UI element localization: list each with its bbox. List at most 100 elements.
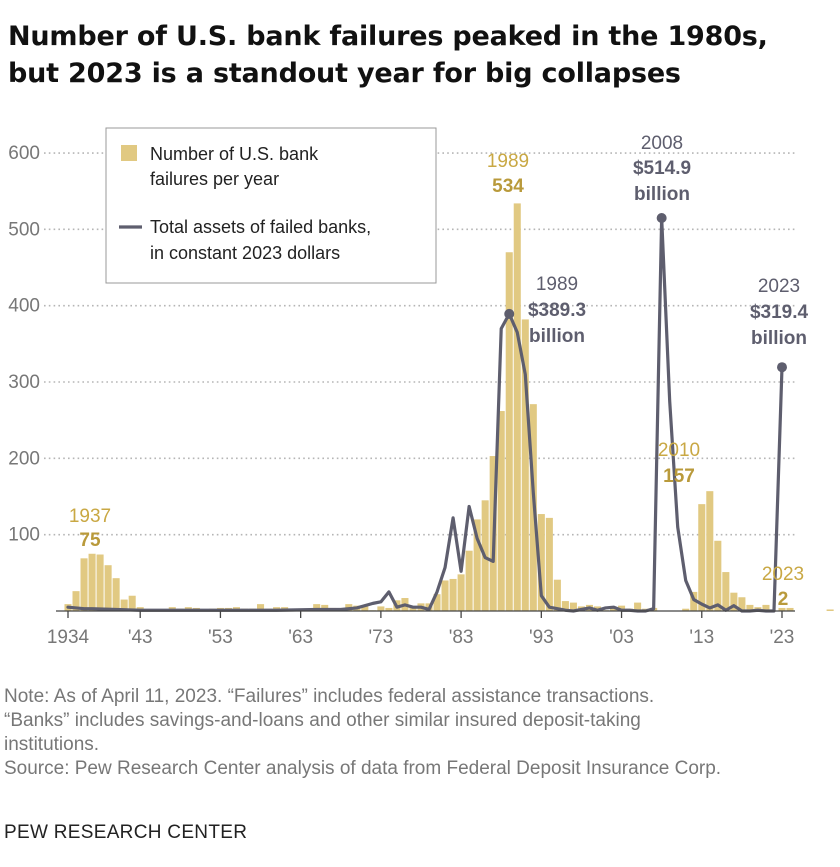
bar-2029 <box>826 609 834 611</box>
legend-line-label-1: Total assets of failed banks, <box>150 217 371 237</box>
bar-1996 <box>561 601 569 611</box>
annotation-1989-bar-value: 534 <box>492 176 524 197</box>
bar-2014 <box>706 491 714 611</box>
bar-1935 <box>72 591 80 611</box>
note-line-2: “Banks” includes savings-and-loans and o… <box>4 710 641 731</box>
bar-1984 <box>465 550 473 611</box>
bar-1937 <box>88 553 96 611</box>
bar-1940 <box>112 578 120 611</box>
bar-1958 <box>257 604 265 611</box>
bar-2016 <box>722 572 730 611</box>
bar-1981 <box>441 580 449 611</box>
bar-1980 <box>433 594 441 611</box>
annotation-2010-year: 2010 <box>658 440 700 461</box>
x-tick-label-1953: '53 <box>208 627 233 648</box>
annotation-2023-bar-value: 2 <box>778 589 789 610</box>
annotation-1989-assets-year: 1989 <box>536 274 578 295</box>
x-tick-label-1943: '43 <box>128 627 153 648</box>
annotation-2010-value: 157 <box>663 466 695 487</box>
bar-1971 <box>361 606 369 611</box>
x-tick-label-1934: 1934 <box>47 627 90 648</box>
x-tick-label-1983: '83 <box>449 627 474 648</box>
annotation-1937-year: 1937 <box>69 506 111 527</box>
annotation-2008-unit: billion <box>634 184 690 205</box>
bar-2002 <box>610 607 618 611</box>
source-line: Source: Pew Research Center analysis of … <box>4 758 722 779</box>
chart: 100 200 300 400 500 600 1934 '43 '53 '63 '73 '83 '9… <box>8 127 834 648</box>
bar-1939 <box>104 565 112 611</box>
bar-1991 <box>521 319 529 611</box>
y-tick-label-100: 100 <box>8 525 40 546</box>
note-line-3: institutions. <box>4 734 100 755</box>
bar-1983 <box>457 574 465 611</box>
dot-2023-assets <box>777 362 787 373</box>
annotation-2023-assets: 2023 $319.4 billion <box>750 276 809 349</box>
x-tick-label-1963: '63 <box>288 627 313 648</box>
bar-1995 <box>553 579 561 611</box>
bar-1985 <box>473 519 481 611</box>
bar-2003 <box>618 605 626 611</box>
bar-2017 <box>730 592 738 611</box>
x-tick-label-1993: '93 <box>529 627 554 648</box>
y-tick-label-400: 400 <box>8 296 40 317</box>
x-tick-label-2023: '23 <box>770 627 795 648</box>
bar-1994 <box>545 517 553 611</box>
annotation-2023-assets-year: 2023 <box>758 276 800 297</box>
bar-1982 <box>449 578 457 611</box>
bar-1989 <box>505 252 513 611</box>
y-tick-label-300: 300 <box>8 372 40 393</box>
bar-2021 <box>762 604 770 611</box>
chart-note: Note: As of April 11, 2023. “Failures” i… <box>4 685 836 781</box>
annotation-2023-bar-year: 2023 <box>762 564 804 585</box>
annotation-1989-assets: 1989 $389.3 billion <box>528 274 586 347</box>
bar-1936 <box>80 558 88 611</box>
bar-2019 <box>746 604 754 611</box>
x-tick-label-1973: '73 <box>368 627 393 648</box>
annotation-1989-assets-unit: billion <box>529 326 585 347</box>
y-tick-label-600: 600 <box>8 143 40 164</box>
legend: Number of U.S. bank failures per year To… <box>105 127 437 284</box>
legend-bar-swatch <box>121 145 137 161</box>
annotation-2023-assets-value: $319.4 <box>750 302 809 323</box>
bar-1974 <box>385 607 393 611</box>
annotation-1989-assets-value: $389.3 <box>528 300 586 321</box>
annotation-2023-assets-unit: billion <box>751 328 807 349</box>
pew-research-center-logo: PEW RESEARCH CENTER <box>4 822 248 843</box>
note-line-1: Note: As of April 11, 2023. “Failures” i… <box>4 686 655 707</box>
bar-2023 <box>778 607 786 611</box>
annotation-2010: 2010 157 <box>658 440 700 487</box>
chart-title-line-2: but 2023 is a standout year for big coll… <box>8 58 681 89</box>
chart-title-line-1: Number of U.S. bank failures peaked in t… <box>8 21 768 52</box>
bar-1990 <box>513 203 521 611</box>
chart-title: Number of U.S. bank failures peaked in t… <box>8 18 833 92</box>
annotation-1937: 1937 75 <box>69 506 111 551</box>
x-tick-label-2003: '03 <box>609 627 634 648</box>
bar-2018 <box>738 597 746 611</box>
legend-bar-label-2: failures per year <box>150 169 279 189</box>
annotation-2008-year: 2008 <box>641 133 683 154</box>
bar-2015 <box>714 540 722 611</box>
annotation-2008-value: $514.9 <box>633 158 691 179</box>
annotation-2008: 2008 $514.9 billion <box>633 133 691 205</box>
bar-2013 <box>698 504 706 611</box>
annotation-1989-bars: 1989 534 <box>487 151 529 197</box>
bar-1938 <box>96 554 104 611</box>
y-tick-label-200: 200 <box>8 448 40 469</box>
y-axis-tick-labels: 100 200 300 400 500 600 <box>8 143 40 546</box>
legend-bar-label-1: Number of U.S. bank <box>150 144 319 164</box>
annotation-2023-bars: 2023 2 <box>762 564 804 610</box>
bar-1973 <box>377 606 385 611</box>
bar-1993 <box>537 514 545 611</box>
dot-1989-assets <box>504 308 515 319</box>
bar-1942 <box>128 595 136 611</box>
bar-2005 <box>634 602 642 611</box>
annotation-1989-bar-year: 1989 <box>487 151 529 172</box>
legend-box <box>105 127 437 284</box>
x-axis-ticks: 1934 '43 '53 '63 '73 '83 '93 '03 '13 '23 <box>47 611 795 648</box>
bar-1997 <box>569 602 577 611</box>
annotation-1937-value: 75 <box>79 530 101 551</box>
dot-2008-assets <box>656 212 667 223</box>
bar-2012 <box>690 591 698 611</box>
total-assets-line <box>66 216 784 613</box>
bar-1988 <box>497 411 505 611</box>
